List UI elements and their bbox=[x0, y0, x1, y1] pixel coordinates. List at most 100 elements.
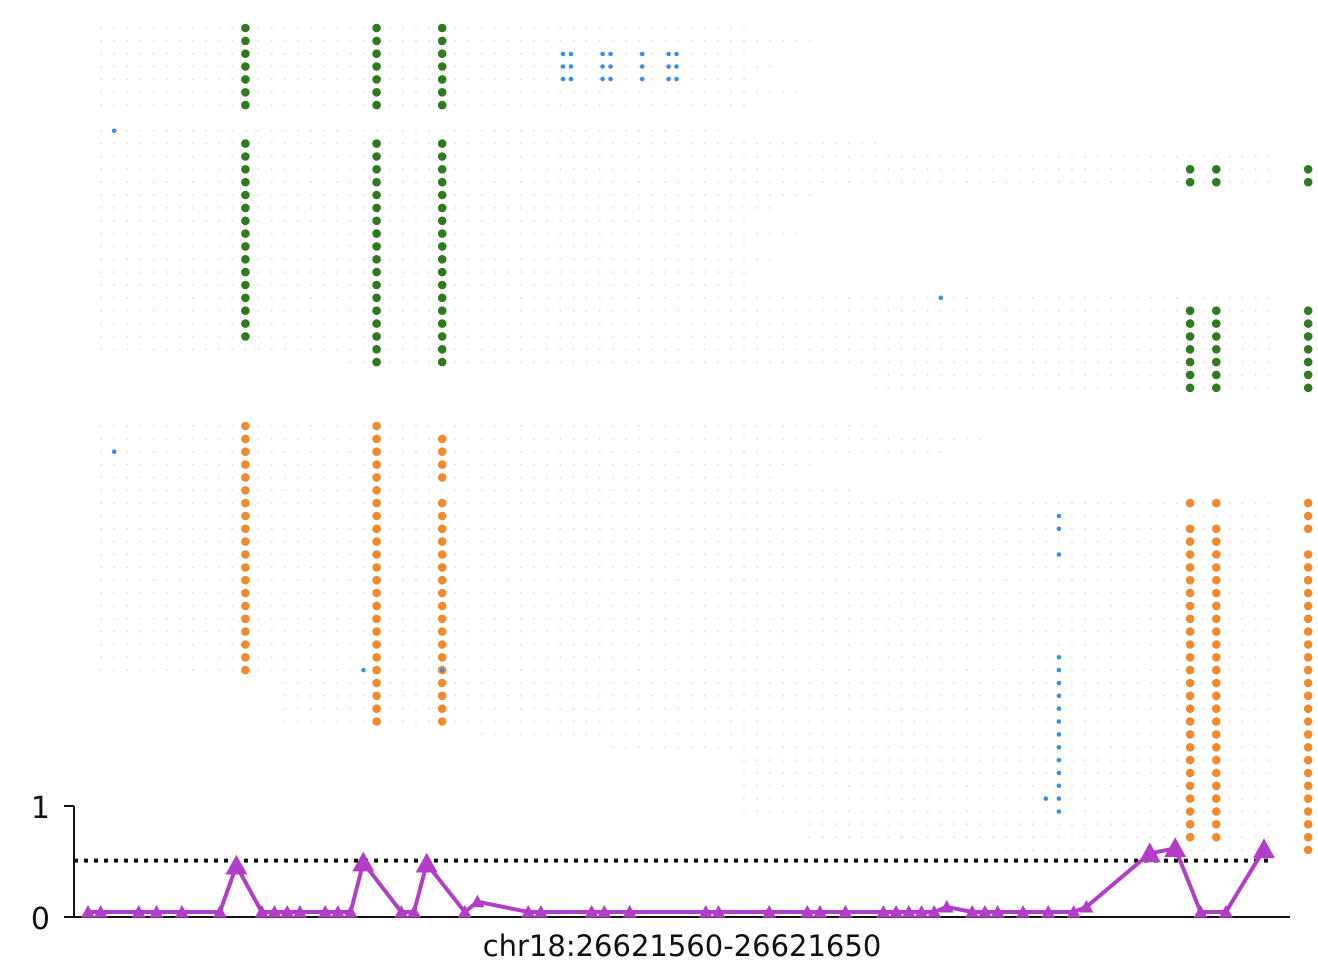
read-background-dot bbox=[848, 348, 850, 351]
read-background-dot bbox=[139, 540, 142, 543]
read-background-dot bbox=[520, 643, 522, 646]
read-background-dot bbox=[402, 142, 404, 145]
methylated-site-orange bbox=[1185, 575, 1195, 585]
read-background-dot bbox=[559, 27, 562, 29]
read-background-dot bbox=[1149, 733, 1152, 736]
read-background-dot bbox=[848, 335, 850, 338]
read-background-dot bbox=[834, 168, 837, 171]
read-background-dot bbox=[165, 540, 168, 543]
read-background-dot bbox=[362, 553, 365, 556]
read-background-dot bbox=[559, 643, 562, 646]
read-background-dot bbox=[979, 335, 982, 338]
read-background-dot bbox=[1176, 784, 1178, 787]
read-background-dot bbox=[966, 374, 968, 376]
read-background-dot bbox=[310, 168, 312, 171]
read-background-dot bbox=[1228, 168, 1231, 171]
read-background-dot bbox=[677, 463, 680, 466]
read-background-dot bbox=[638, 656, 640, 659]
y-tick-label-0: 0 bbox=[31, 902, 50, 937]
read-background-dot bbox=[834, 450, 837, 453]
read-background-dot bbox=[1136, 772, 1139, 774]
read-background-dot bbox=[1071, 836, 1073, 839]
read-background-dot bbox=[716, 129, 719, 132]
nonconverted-site-blue bbox=[568, 76, 574, 82]
read-background-dot bbox=[1018, 797, 1021, 800]
read-background-dot bbox=[1058, 566, 1060, 569]
read-background-dot bbox=[1005, 348, 1008, 351]
read-background-dot bbox=[270, 40, 273, 42]
read-background-dot bbox=[546, 245, 549, 248]
read-background-dot bbox=[598, 527, 601, 530]
read-background-dot bbox=[1202, 592, 1205, 594]
read-background-dot bbox=[690, 348, 693, 351]
read-background-dot bbox=[493, 720, 496, 723]
read-background-dot bbox=[585, 232, 588, 235]
nonconverted-site-blue bbox=[1056, 680, 1062, 686]
read-background-dot bbox=[336, 669, 339, 671]
read-background-dot bbox=[126, 322, 129, 325]
read-background-dot bbox=[677, 502, 680, 504]
read-background-dot bbox=[415, 194, 417, 196]
read-background-dot bbox=[782, 540, 785, 543]
read-background-dot bbox=[743, 207, 745, 209]
read-background-dot bbox=[821, 836, 824, 839]
read-background-dot bbox=[559, 553, 562, 556]
read-background-dot bbox=[848, 515, 850, 517]
read-background-dot bbox=[218, 219, 221, 222]
read-background-dot bbox=[598, 425, 601, 427]
read-background-dot bbox=[625, 168, 627, 171]
methylated-site-orange bbox=[1303, 820, 1313, 829]
read-background-dot bbox=[913, 386, 916, 389]
read-background-dot bbox=[1267, 592, 1270, 594]
read-background-dot bbox=[178, 425, 181, 427]
read-background-dot bbox=[926, 797, 929, 800]
read-background-dot bbox=[165, 515, 168, 517]
read-background-dot bbox=[1018, 502, 1021, 504]
read-background-dot bbox=[323, 322, 326, 325]
read-background-dot bbox=[716, 258, 719, 261]
read-background-dot bbox=[415, 656, 417, 659]
read-background-dot bbox=[1071, 643, 1073, 646]
read-background-dot bbox=[1149, 759, 1152, 761]
read-background-dot bbox=[113, 91, 116, 94]
read-background-dot bbox=[100, 155, 102, 158]
read-background-dot bbox=[887, 694, 890, 697]
read-background-dot bbox=[1097, 720, 1100, 723]
read-background-dot bbox=[756, 527, 758, 530]
read-background-dot bbox=[323, 245, 326, 248]
read-background-dot bbox=[585, 348, 588, 351]
read-background-dot bbox=[638, 553, 640, 556]
read-background-dot bbox=[100, 322, 102, 325]
read-background-dot bbox=[1110, 823, 1113, 826]
read-background-dot bbox=[756, 630, 758, 633]
read-background-dot bbox=[966, 361, 968, 363]
read-background-dot bbox=[1241, 733, 1244, 736]
read-background-dot bbox=[480, 515, 483, 517]
read-background-dot bbox=[454, 348, 457, 351]
read-background-dot bbox=[1110, 617, 1113, 620]
read-background-dot bbox=[598, 40, 601, 42]
read-background-dot bbox=[730, 605, 732, 607]
read-background-dot bbox=[480, 232, 483, 235]
read-background-dot bbox=[821, 540, 824, 543]
read-background-dot bbox=[821, 605, 824, 607]
read-background-dot bbox=[808, 142, 811, 145]
read-background-dot bbox=[559, 322, 562, 325]
read-background-dot bbox=[1176, 656, 1178, 659]
read-background-dot bbox=[611, 720, 614, 723]
read-background-dot bbox=[139, 515, 142, 517]
methylated-site-green bbox=[1212, 332, 1221, 341]
methylated-site-orange bbox=[241, 524, 250, 534]
read-background-dot bbox=[716, 489, 719, 492]
read-background-dot bbox=[821, 746, 824, 749]
read-background-dot bbox=[651, 694, 654, 697]
methylated-site-orange bbox=[241, 511, 250, 521]
read-background-dot bbox=[756, 348, 758, 351]
read-background-dot bbox=[113, 669, 116, 671]
read-background-dot bbox=[1044, 707, 1047, 710]
methylated-site-orange bbox=[1212, 717, 1221, 726]
read-background-dot bbox=[782, 515, 785, 517]
read-background-dot bbox=[1005, 181, 1008, 184]
read-background-dot bbox=[716, 746, 719, 749]
read-background-dot bbox=[769, 40, 772, 42]
